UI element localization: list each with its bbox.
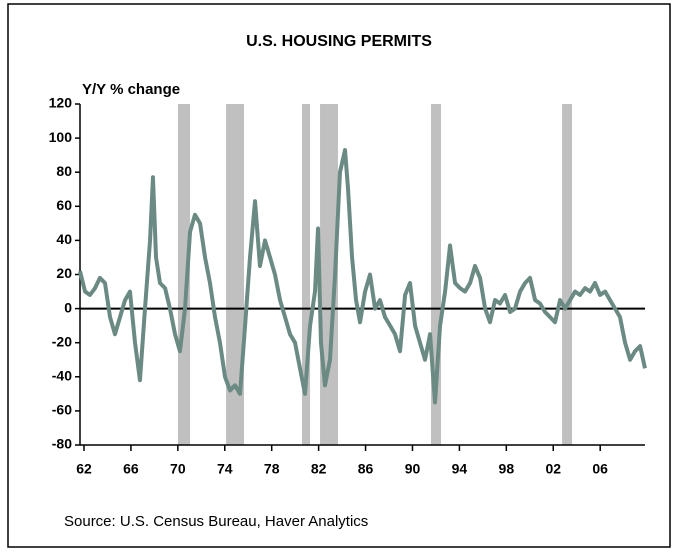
x-tick-label: 94	[452, 461, 468, 477]
y-tick-label: -40	[52, 368, 72, 384]
source: Source: U.S. Census Bureau, Haver Analyt…	[64, 513, 368, 530]
y-axis-label: Y/Y % change	[82, 81, 180, 98]
x-tick-label: 78	[264, 461, 280, 477]
x-tick-label: 06	[592, 461, 608, 477]
recession-bar	[431, 104, 441, 445]
data-line	[78, 148, 647, 405]
y-tick-label: 100	[49, 129, 73, 145]
y-tick-label: 0	[64, 299, 72, 315]
x-tick-label: 86	[358, 461, 374, 477]
x-tick-label: 98	[499, 461, 515, 477]
y-tick-label: -20	[52, 333, 72, 349]
x-tick-label: 66	[123, 461, 139, 477]
frame	[7, 3, 671, 548]
y-tick-label: -80	[52, 436, 72, 452]
recession-bar	[301, 104, 311, 445]
y-tick-label: 120	[49, 95, 73, 111]
x-tick-label: 70	[170, 461, 186, 477]
x-tick-label: 82	[311, 461, 327, 477]
y-tick-label: -60	[52, 402, 72, 418]
chart-title: U.S. HOUSING PERMITS	[246, 33, 432, 50]
x-tick-label: 74	[217, 461, 233, 477]
x-tick-label: 90	[405, 461, 421, 477]
x-tick-label: 02	[545, 461, 561, 477]
recession-bar	[226, 104, 245, 445]
y-tick-label: 20	[56, 265, 72, 281]
y-tick-label: 40	[56, 231, 72, 247]
y-tick-label: 60	[56, 197, 72, 213]
y-tick-label: 80	[56, 163, 72, 179]
x-tick-label: 62	[76, 461, 92, 477]
recession-bar	[177, 104, 191, 445]
recession-bar	[562, 104, 573, 445]
